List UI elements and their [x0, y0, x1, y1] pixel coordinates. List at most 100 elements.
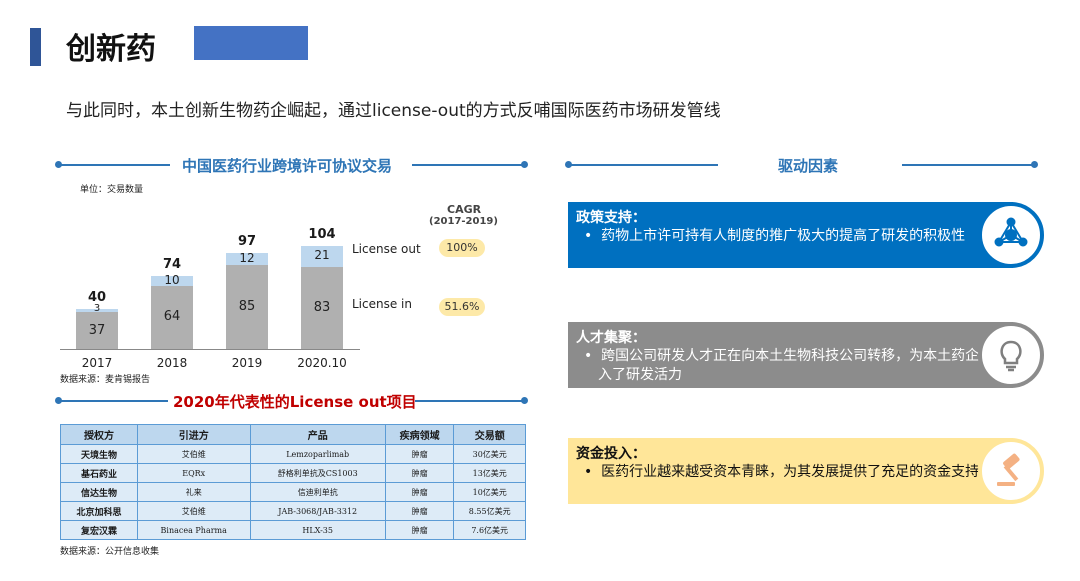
section-line	[58, 164, 170, 166]
bar-value-license-in: 83	[313, 299, 331, 315]
driver-icon-circle	[978, 202, 1044, 268]
table-row: 天境生物 艾伯维 Lemzoparlimab 肿瘤 30亿美元	[60, 444, 526, 464]
drivers-title: 驱动因素	[778, 157, 839, 175]
driver-card-funding: 资金投入： • 医药行业越来越受资本青睐，为其发展提供了充足的资金支持	[568, 438, 1013, 504]
driver-text-body: 跨国公司研发人才正在向本土生物科技公司转移，为本土药企注入了研发活力	[598, 348, 994, 383]
bullet: •	[584, 228, 593, 244]
table-header-row: 授权方 引进方 产品 疾病领域 交易额	[60, 424, 526, 445]
bar-license-in	[301, 266, 343, 349]
title-accent-bar	[30, 28, 41, 66]
bar-license-in	[76, 312, 118, 349]
section-line	[902, 164, 1034, 166]
bullet: •	[584, 348, 593, 364]
x-tick-label: 2020.10	[297, 356, 347, 370]
driver-card-policy: 政策支持： • 药物上市许可持有人制度的推广极大的提高了研发的积极性	[568, 202, 1013, 268]
table-cell: 13亿美元	[453, 463, 526, 483]
driver-text-body: 医药行业越来越受资本青睐，为其发展提供了充足的资金支持	[601, 464, 980, 480]
table-cell: JAB-3068/JAB-3312	[249, 501, 386, 521]
bar-total: 40	[87, 290, 107, 306]
bar-value-license-out: 12	[239, 250, 255, 265]
x-tick-label: 2019	[231, 356, 263, 370]
table-cell: 艾伯维	[136, 501, 251, 521]
section-line	[58, 400, 168, 402]
driver-title: 人才集聚：	[576, 330, 646, 346]
molecule-icon	[994, 217, 1028, 247]
table-cell: 肿瘤	[384, 501, 455, 521]
gavel-icon	[997, 453, 1020, 486]
cagr-title: CAGR	[447, 203, 482, 216]
bar-value-license-in: 37	[88, 322, 106, 338]
legend-license-in: License in	[352, 297, 412, 311]
table-row: 复宏汉霖 Binacea Pharma HLX-35 肿瘤 7.6亿美元	[60, 520, 526, 540]
driver-text: • 药物上市许可持有人制度的推广极大的提高了研发的积极性	[576, 227, 1005, 246]
table-header: 疾病领域	[384, 424, 455, 445]
x-tick-label: 2017	[81, 356, 113, 370]
table-header: 产品	[249, 424, 386, 445]
driver-text: • 跨国公司研发人才正在向本土生物科技公司转移，为本土药企注入了研发活力	[576, 347, 1005, 385]
table-cell: 肿瘤	[384, 482, 455, 502]
table-cell: 7.6亿美元	[453, 520, 526, 540]
bar-license-out	[226, 252, 268, 265]
table-cell: 北京加科思	[60, 501, 138, 521]
table-cell: HLX-35	[249, 520, 386, 540]
section-line	[415, 400, 523, 402]
table-row: 北京加科思 艾伯维 JAB-3068/JAB-3312 肿瘤 8.55亿美元	[60, 501, 526, 521]
section-line	[412, 164, 524, 166]
driver-title: 资金投入：	[576, 446, 646, 462]
table-cell: Binacea Pharma	[136, 520, 251, 540]
x-axis	[60, 349, 360, 350]
cagr-period: (2017-2019)	[429, 216, 498, 227]
bullet: •	[584, 464, 593, 480]
table-cell: 10亿美元	[453, 482, 526, 502]
table-header: 交易额	[453, 424, 526, 445]
cagr-license-out: 100%	[439, 239, 485, 257]
bar-license-out	[76, 309, 118, 313]
table-section-title: 2020年代表性的License out项目	[173, 393, 417, 411]
lightbulb-icon	[1000, 340, 1022, 372]
chart-section-title: 中国医药行业跨境许可协议交易	[182, 157, 393, 175]
page-title: 创新药	[66, 32, 156, 67]
unit-label: 单位：交易数量	[80, 185, 144, 195]
table-cell: 基石药业	[60, 463, 138, 483]
table-cell: 8.55亿美元	[453, 501, 526, 521]
bar-total: 97	[237, 233, 257, 249]
driver-text-body: 药物上市许可持有人制度的推广极大的提高了研发的积极性	[601, 228, 966, 244]
bar-value-license-out: 21	[314, 248, 330, 263]
bar-total: 104	[308, 227, 336, 243]
bar-license-out	[301, 246, 343, 267]
page-subtitle: 与此同时，本土创新生物药企崛起，通过license-out的方式反哺国际医药市场…	[66, 101, 721, 121]
driver-text: • 医药行业越来越受资本青睐，为其发展提供了充足的资金支持	[576, 463, 1005, 482]
bar-license-out	[151, 275, 193, 286]
table-cell: 天境生物	[60, 444, 138, 464]
bar-license-in	[226, 264, 268, 349]
title-decor-rect	[194, 26, 308, 60]
section-dot	[521, 397, 528, 404]
table-cell: 肿瘤	[384, 520, 455, 540]
legend-license-out: License out	[352, 242, 421, 256]
table-cell: 复宏汉霖	[60, 520, 138, 540]
table-header: 引进方	[136, 424, 251, 445]
section-line	[568, 164, 718, 166]
bar-value-license-in: 64	[163, 309, 181, 325]
section-dot	[1031, 161, 1038, 168]
table-cell: 礼来	[136, 482, 251, 502]
driver-icon-circle	[978, 438, 1044, 504]
x-tick-label: 2018	[156, 356, 188, 370]
table-cell: 信迪利单抗	[249, 482, 386, 502]
table-cell: 舒格利单抗及CS1003	[249, 463, 386, 483]
bar-value-license-in: 85	[238, 298, 256, 314]
table-cell: EQRx	[136, 463, 251, 483]
table-cell: 30亿美元	[453, 444, 526, 464]
bar-value-license-out: 10	[164, 272, 180, 287]
table-row: 基石药业 EQRx 舒格利单抗及CS1003 肿瘤 13亿美元	[60, 463, 526, 483]
table-source: 数据来源：公开信息收集	[60, 547, 160, 557]
table-cell: 信达生物	[60, 482, 138, 502]
driver-title: 政策支持：	[576, 210, 646, 226]
bar-chart: 37 3 40 2017 64 10 74 2018 85 12 97 2019 83 21 104 2020…	[0, 0, 540, 390]
chart-source: 数据来源：麦肯锡报告	[60, 375, 151, 385]
table-cell: 艾伯维	[136, 444, 251, 464]
bar-value-license-out: 3	[93, 302, 101, 314]
driver-icon-circle	[978, 322, 1044, 388]
table-cell: Lemzoparlimab	[249, 444, 386, 464]
license-out-table: 授权方 引进方 产品 疾病领域 交易额 天境生物 艾伯维 Lemzoparlimab…	[60, 424, 526, 540]
